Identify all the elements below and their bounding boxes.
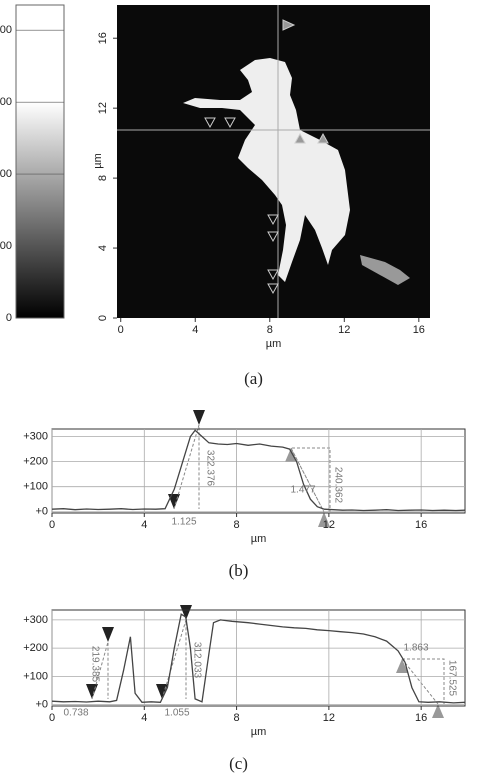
annotation: 312.033	[191, 642, 202, 679]
y-tick-label: 12	[97, 102, 109, 114]
x-tick-label: 4	[192, 324, 198, 336]
colorbar-tick-label: 200	[0, 168, 12, 180]
x-tick-label: 16	[415, 712, 427, 724]
x-tick-label: 4	[141, 519, 147, 531]
x-tick-label: 8	[267, 324, 273, 336]
profile-line	[51, 613, 466, 704]
y-tick-label: 0	[97, 315, 109, 321]
profile-line	[51, 429, 466, 512]
y-tick-label: 4	[97, 245, 109, 251]
profile-markers	[86, 410, 444, 718]
annotation: 240.362	[332, 467, 343, 504]
x-tick-label: 8	[234, 712, 240, 724]
x-axis-label: µm	[266, 338, 282, 350]
x-tick-label: 12	[338, 324, 350, 336]
x-tick-label: 12	[323, 519, 335, 531]
caption: (b)	[229, 561, 249, 580]
colorbar-tick-label: 100	[0, 240, 12, 252]
profile-guides	[91, 424, 445, 705]
y-tick-label: 8	[97, 175, 109, 181]
colorbar-tick-label: 0	[6, 312, 12, 324]
colorbar-tick-label: 300	[0, 96, 12, 108]
horse-shape	[183, 58, 410, 285]
x-tick-label: 12	[323, 712, 335, 724]
x-axis-label: µm	[251, 726, 267, 738]
annotation: 1.125	[171, 517, 196, 528]
x-tick-label: 8	[234, 519, 240, 531]
annotation: 167.525	[446, 660, 457, 697]
x-tick-label: 16	[413, 324, 425, 336]
annotation: 219.385	[89, 646, 100, 683]
x-tick-label: 0	[49, 712, 55, 724]
y-tick-label: +300	[23, 614, 48, 626]
colorbar	[15, 4, 65, 319]
y-tick-label: +0	[35, 506, 48, 518]
x-tick-label: 0	[118, 324, 124, 336]
caption: (a)	[244, 369, 263, 388]
y-tick-label: +100	[23, 670, 48, 682]
y-tick-label: +0	[35, 698, 48, 710]
cursor-markers	[204, 19, 329, 295]
y-tick-label: 16	[97, 32, 109, 44]
plot-area	[51, 428, 466, 514]
annotation: 1.477	[290, 485, 315, 496]
y-tick-label: +100	[23, 481, 48, 493]
annotation: 1.863	[403, 643, 428, 654]
annotation: 322.376	[204, 450, 215, 487]
annotation: 0.738	[63, 708, 88, 719]
y-tick-label: +300	[23, 430, 48, 442]
x-tick-label: 16	[415, 519, 427, 531]
x-tick-label: 0	[49, 519, 55, 531]
y-tick-label: +200	[23, 456, 48, 468]
y-tick-label: +200	[23, 642, 48, 654]
y-axis-label: µm	[92, 153, 104, 169]
caption: (c)	[229, 754, 248, 773]
x-tick-label: 4	[141, 712, 147, 724]
colorbar-tick-label: 400	[0, 24, 12, 36]
x-axis-label: µm	[251, 533, 267, 545]
annotation: 1.055	[164, 708, 189, 719]
